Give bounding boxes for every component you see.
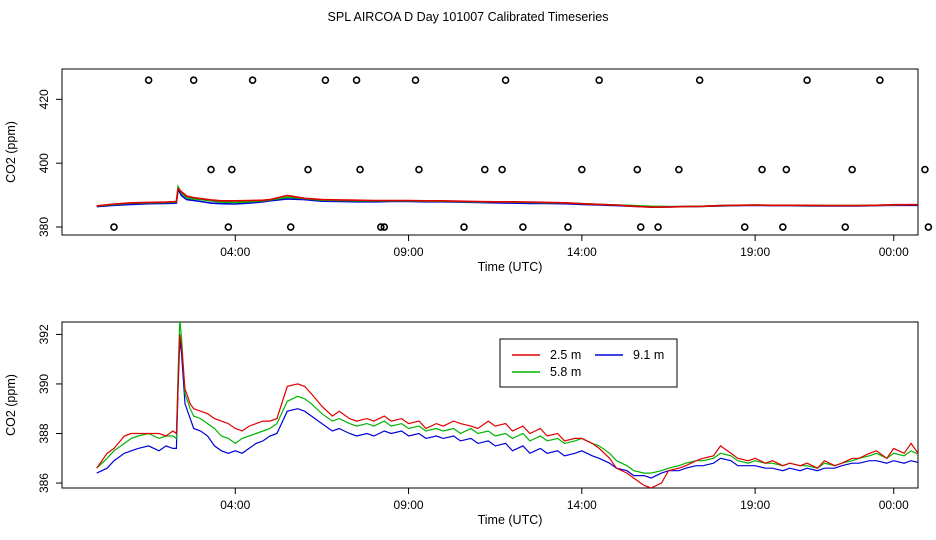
scatter-point <box>876 76 884 84</box>
scatter-point <box>782 165 791 174</box>
scatter-point <box>924 223 933 231</box>
x-tick-label: 14:00 <box>567 245 597 259</box>
scatter-point <box>207 165 215 174</box>
series-line-25m <box>96 334 918 488</box>
scatter-point <box>578 165 586 174</box>
x-tick-label: 04:00 <box>220 245 250 259</box>
scatter-point <box>415 165 423 174</box>
scatter-point <box>377 223 385 231</box>
scatter-point <box>675 165 683 174</box>
scatter-point <box>228 165 236 174</box>
plot-frame <box>61 68 919 236</box>
scatter-point <box>144 76 153 84</box>
scatter-point <box>224 223 233 231</box>
scatter-point <box>498 165 506 174</box>
scatter-point <box>189 76 198 84</box>
y-tick-label: 386 <box>37 473 51 493</box>
y-tick-label: 388 <box>37 423 51 443</box>
series-line-25m <box>96 187 918 209</box>
figure-title: SPL AIRCOA D Day 101007 Calibrated Times… <box>328 10 609 24</box>
scatter-point <box>803 76 811 84</box>
x-tick-label: 09:00 <box>394 498 424 512</box>
scatter-point <box>921 165 929 174</box>
scatter-point <box>286 223 295 231</box>
x-tick-label: 00:00 <box>879 498 909 512</box>
x-tick-label: 14:00 <box>567 498 597 512</box>
scatter-point <box>501 76 510 84</box>
scatter-point <box>356 165 364 174</box>
legend-label: 5.8 m <box>550 365 581 379</box>
legend: 2.5 m 9.1 m 5.8 m <box>499 338 678 388</box>
y-tick-label: 390 <box>37 374 51 394</box>
scatter-point <box>636 223 645 231</box>
y-tick-label: 400 <box>37 153 51 173</box>
scatter-point <box>740 223 749 231</box>
x-axis-label: Time (UTC) <box>478 260 543 274</box>
y-axis-label: CO2 (ppm) <box>4 374 18 436</box>
scatter-point <box>654 223 662 231</box>
legend-label: 2.5 m <box>550 348 581 362</box>
scatter-point <box>841 223 850 231</box>
legend-box <box>499 338 678 388</box>
x-tick-label: 00:00 <box>879 245 909 259</box>
plot-frame <box>61 321 919 489</box>
scatter-point <box>460 223 468 231</box>
x-tick-label: 04:00 <box>220 498 250 512</box>
scatter-point <box>564 223 572 231</box>
scatter-point <box>110 223 118 231</box>
x-tick-label: 09:00 <box>394 245 424 259</box>
bottom-panel: 04:00 09:00 14:00 19:00 00:00 Time (UTC) 386 38… <box>4 321 919 527</box>
y-tick-label: 420 <box>37 89 51 109</box>
x-axis-label: Time (UTC) <box>478 513 543 527</box>
series-line-91m <box>96 339 918 479</box>
scatter-point <box>248 76 257 84</box>
top-panel: 04:00 09:00 14:00 19:00 00:00 Time (UTC) 380 40… <box>4 68 933 274</box>
scatter-point <box>321 76 330 84</box>
y-tick-label: 392 <box>37 324 51 344</box>
scatter-point <box>519 223 527 231</box>
scatter-point <box>633 165 642 174</box>
scatter-point <box>848 165 856 174</box>
scatter-point <box>595 76 603 84</box>
scatter-point <box>304 165 312 174</box>
y-axis-label: CO2 (ppm) <box>4 121 18 183</box>
scatter-point <box>352 76 361 84</box>
legend-label: 9.1 m <box>633 348 664 362</box>
scatter-point <box>411 76 420 84</box>
series-line-91m <box>96 186 918 208</box>
scatter-point <box>695 76 704 84</box>
scatter-point <box>481 165 489 174</box>
y-tick-label: 380 <box>37 217 51 237</box>
scatter-point <box>758 165 766 174</box>
scatter-point <box>380 223 389 231</box>
x-tick-label: 19:00 <box>740 245 770 259</box>
scatter-point <box>779 223 787 231</box>
x-tick-label: 19:00 <box>740 498 770 512</box>
